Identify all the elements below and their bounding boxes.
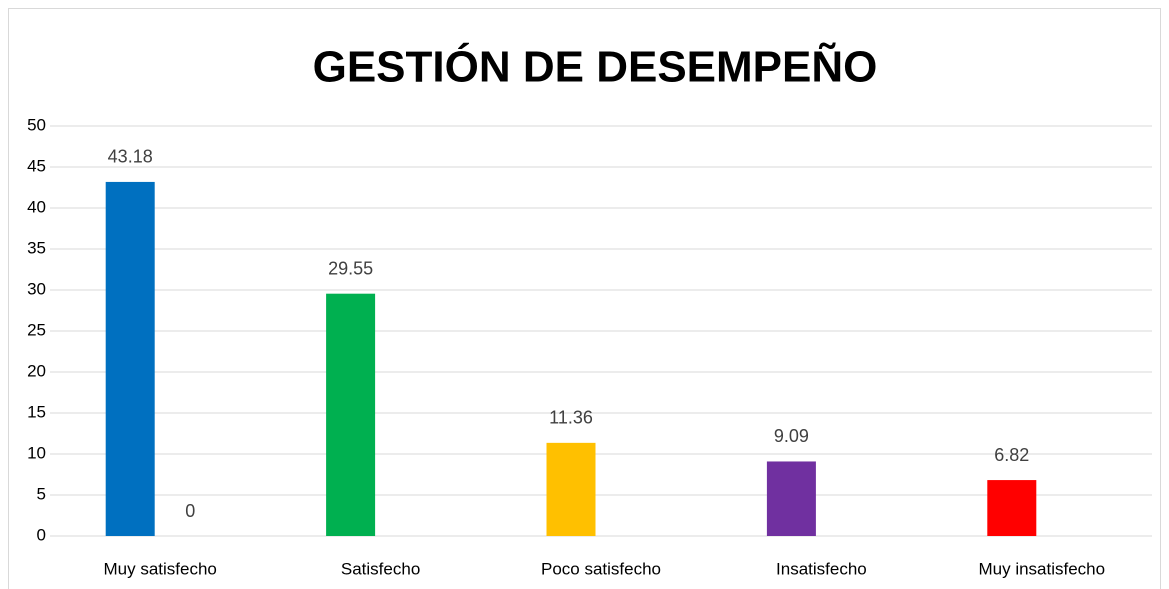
y-tick-label: 20: [27, 361, 46, 380]
y-tick-label: 15: [27, 402, 46, 421]
bar: [546, 442, 596, 536]
y-tick-label: 25: [27, 320, 46, 339]
data-label: 9.09: [774, 426, 809, 446]
bar: [105, 181, 155, 536]
y-tick-label: 0: [37, 525, 46, 544]
data-label: 11.36: [549, 408, 593, 428]
x-tick-label: Insatisfecho: [776, 559, 867, 578]
bar: [987, 480, 1037, 536]
bar: [326, 293, 376, 536]
x-tick-label: Muy satisfecho: [104, 559, 217, 578]
y-tick-label: 30: [27, 279, 46, 298]
y-tick-label: 45: [27, 156, 46, 175]
x-tick-label: Satisfecho: [341, 559, 420, 578]
data-label: 29.55: [328, 258, 373, 278]
chart-title: GESTIÓN DE DESEMPEÑO: [313, 42, 878, 92]
data-label: 6.82: [994, 445, 1029, 465]
bar: [766, 461, 816, 536]
x-tick-label: Poco satisfecho: [541, 559, 661, 578]
y-tick-label: 35: [27, 238, 46, 257]
y-tick-label: 5: [37, 484, 46, 503]
y-tick-label: 40: [27, 197, 46, 216]
y-tick-label: 10: [27, 443, 46, 462]
data-label: 0: [185, 501, 195, 521]
y-tick-label: 50: [27, 115, 46, 134]
data-label: 43.18: [108, 147, 153, 167]
x-tick-label: Muy insatisfecho: [978, 559, 1105, 578]
